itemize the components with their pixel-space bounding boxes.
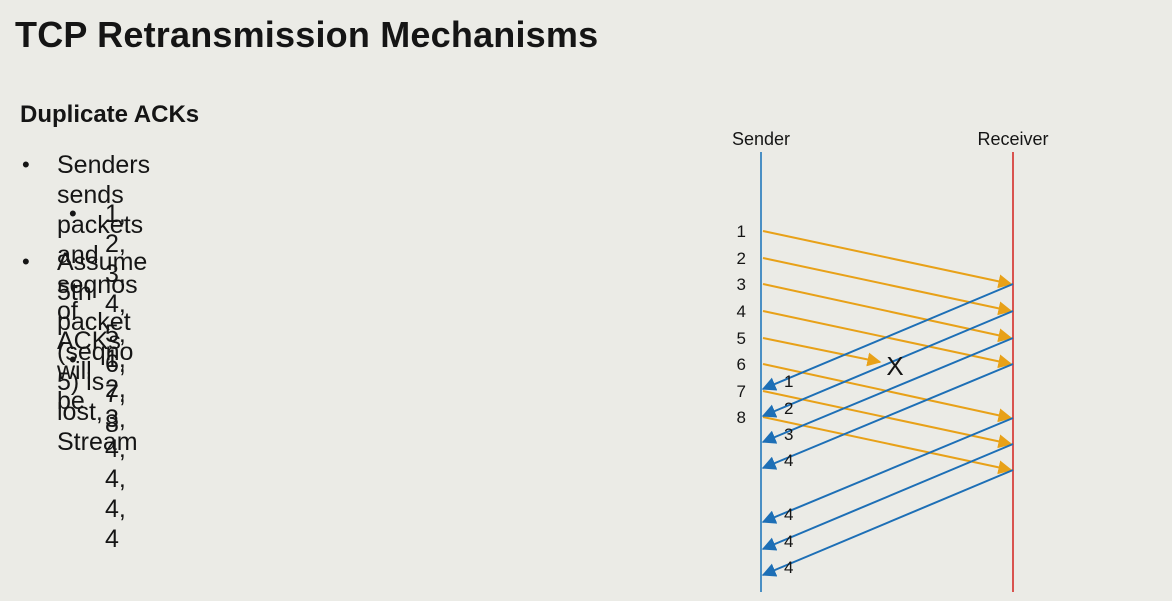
packet-seq-label: 1 — [737, 222, 746, 241]
subheading: Duplicate ACKs — [20, 101, 200, 128]
ack-number-label: 2 — [784, 399, 793, 418]
packet-seq-label: 3 — [737, 275, 746, 294]
packet-seq-label: 8 — [737, 408, 746, 427]
ack-arrow — [761, 417, 1014, 524]
packet-lost-marker: X — [886, 351, 903, 381]
ack-number-label: 4 — [784, 451, 793, 470]
ack-number-label: 3 — [784, 425, 793, 444]
packet-seq-label: 7 — [737, 382, 746, 401]
slide-title: TCP Retransmission Mechanisms — [15, 14, 599, 55]
lost-packet-arrow — [762, 337, 882, 367]
packet-arrow — [762, 283, 1013, 343]
bullet-item: 1, 2, 3, 4, 4, 4, 4 — [105, 345, 126, 553]
ack-number-label: 4 — [784, 532, 793, 551]
packet-seq-label: 5 — [737, 329, 746, 348]
bullet-item: Senders sends packets and seqnos — [57, 151, 151, 299]
packet-arrow — [762, 390, 1013, 449]
ack-arrow — [761, 443, 1014, 551]
ack-arrow — [761, 283, 1014, 391]
packet-arrow — [762, 416, 1013, 475]
ack-number-label: 4 — [784, 505, 793, 524]
packet-seq-label: 2 — [737, 249, 746, 268]
ack-number-label: 4 — [784, 558, 793, 577]
ack-arrow — [761, 363, 1014, 470]
packet-arrows: 1 2 3 4 5 6 7 8 — [737, 222, 1013, 475]
receiver-label: Receiver — [977, 129, 1048, 149]
ack-number-label: 1 — [784, 372, 793, 391]
ack-arrow — [761, 310, 1014, 418]
packet-seq-label: 4 — [737, 302, 746, 321]
packet-arrow — [762, 230, 1013, 289]
bullet-marker: • — [69, 347, 77, 372]
bullet-item-continuation: of ACKs will be — [57, 297, 121, 415]
ack-arrows: 1 2 3 4 4 4 4 — [761, 283, 1014, 577]
bullet-marker: • — [69, 201, 77, 226]
ack-arrow — [761, 469, 1014, 577]
bullet-item: Assume 5th packet (seqno 5) is lost, Str… — [57, 248, 148, 456]
bullet-marker: • — [22, 249, 30, 274]
bullet-marker: • — [22, 152, 30, 177]
bullet-item: 1, 2, 3, 4, 5, 6, 7, 8 — [105, 200, 126, 438]
sender-label: Sender — [732, 129, 790, 149]
ack-arrow — [761, 337, 1014, 444]
packet-arrow — [762, 257, 1013, 316]
packet-seq-label: 6 — [737, 355, 746, 374]
